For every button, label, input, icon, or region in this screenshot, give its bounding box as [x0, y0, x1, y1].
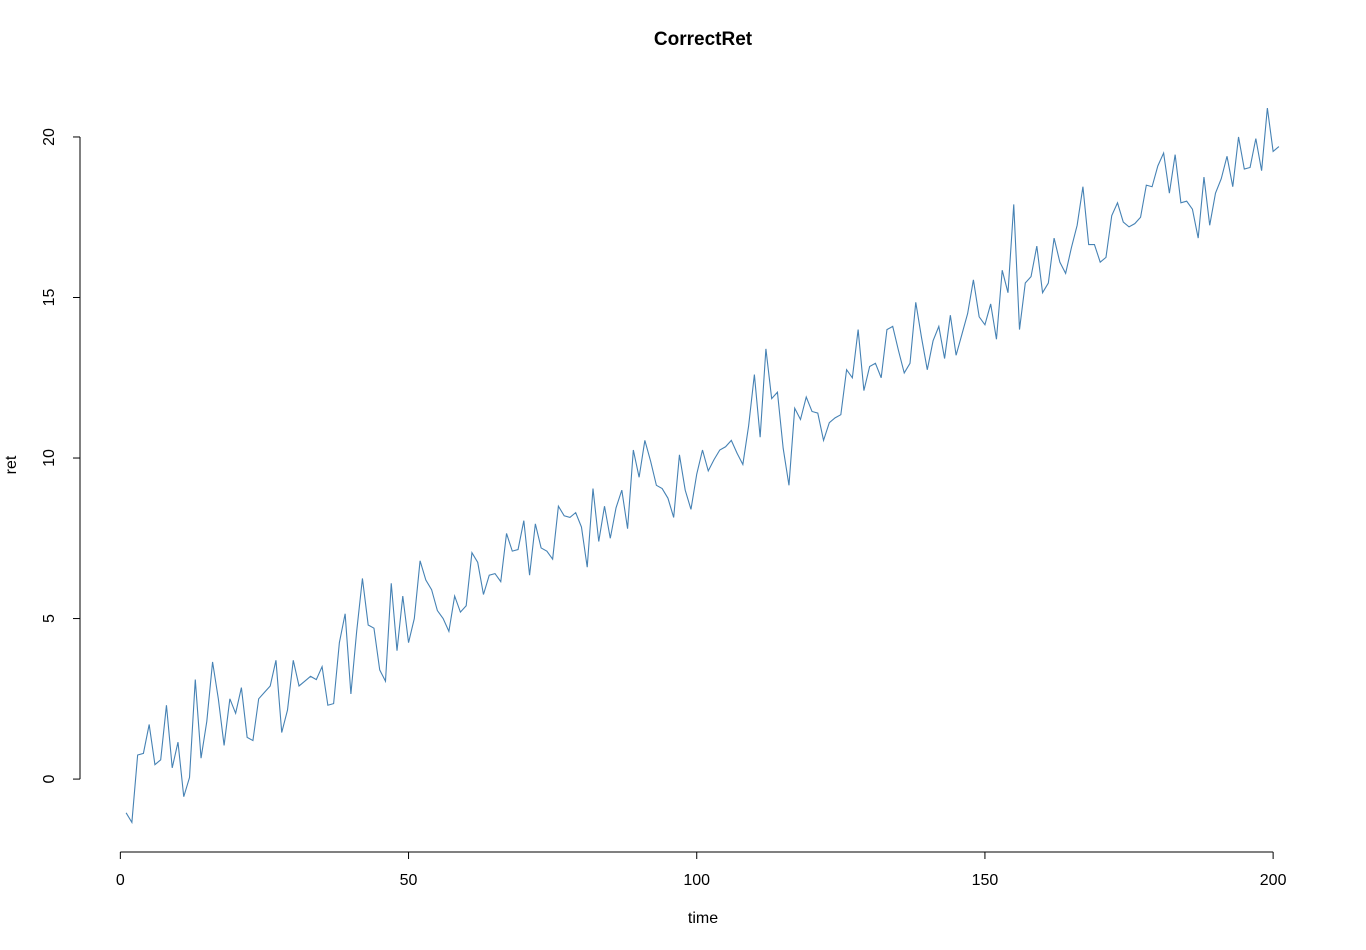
- x-tick-label: 100: [683, 872, 710, 889]
- y-tick-label: 10: [41, 449, 58, 467]
- y-tick-label: 0: [41, 775, 58, 784]
- y-tick-label: 15: [41, 288, 58, 306]
- x-tick-label: 200: [1260, 872, 1287, 889]
- x-axis-label: time: [688, 910, 718, 927]
- y-tick-label: 5: [41, 614, 58, 623]
- x-tick-label: 0: [116, 872, 125, 889]
- x-tick-label: 50: [400, 872, 418, 889]
- data-line: [125, 107, 1280, 825]
- x-tick-label: 150: [972, 872, 999, 889]
- y-axis-label: ret: [3, 455, 20, 474]
- chart-title: CorrectRet: [654, 29, 753, 50]
- y-tick-label: 20: [41, 128, 58, 146]
